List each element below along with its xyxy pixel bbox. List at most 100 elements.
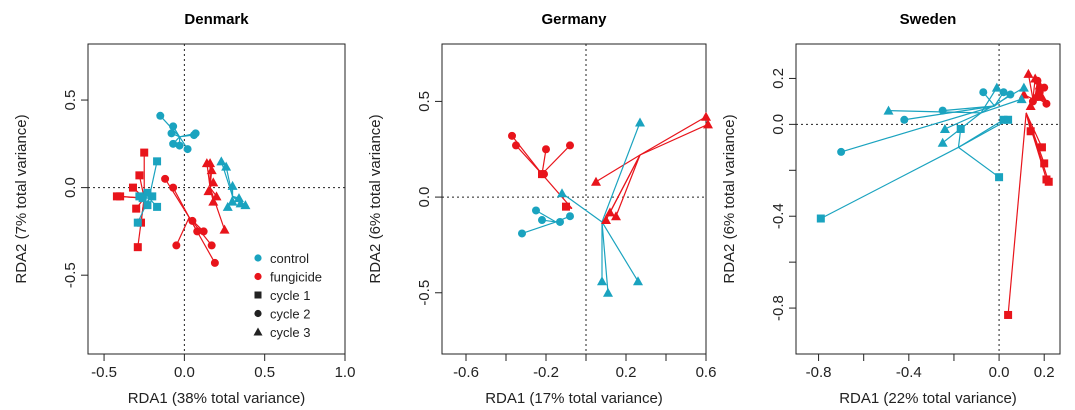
data-point-fungicide-circle [1033, 92, 1042, 101]
data-point-control-square [148, 192, 157, 201]
x-tick-label: -0.5 [91, 364, 117, 381]
spider-line [541, 149, 547, 175]
data-point-fungicide-triangle [701, 111, 711, 121]
data-point-fungicide-circle [508, 131, 516, 140]
data-point-control-square [133, 218, 142, 227]
data-point-control-square [956, 124, 965, 133]
data-point-control-square [153, 202, 162, 211]
data-point-control-circle [167, 129, 176, 138]
data-point-fungicide-square [133, 243, 142, 252]
data-point-control-triangle [1018, 82, 1029, 92]
data-point-fungicide-circle [1042, 99, 1051, 108]
data-point-fungicide-square [112, 192, 121, 201]
data-point-fungicide-triangle [205, 158, 216, 168]
data-point-fungicide-circle [161, 174, 170, 183]
data-point-control-triangle [221, 161, 232, 171]
data-point-control-triangle [991, 82, 1002, 92]
spider-line [601, 221, 609, 293]
spider-line [980, 98, 1022, 114]
x-tick-label: -0.8 [806, 364, 832, 381]
spider-line [639, 116, 707, 156]
spider-line [225, 166, 234, 197]
data-point-control-square [1004, 115, 1013, 124]
spider-line [1027, 73, 1034, 100]
data-point-fungicide-square [562, 202, 570, 211]
x-tick-label: 0.5 [254, 364, 275, 381]
y-tick-label: -0.4 [770, 203, 787, 229]
data-point-control-triangle [633, 276, 643, 286]
spider-line [1007, 112, 1027, 316]
data-point-fungicide-triangle [211, 191, 222, 201]
spider-lines [511, 116, 709, 293]
spider-line [958, 146, 1000, 178]
data-points [816, 68, 1053, 319]
data-point-fungicide-circle [1033, 76, 1042, 85]
y-axis-label: RDA2 (7% total variance) [13, 114, 30, 283]
data-point-fungicide-circle [193, 227, 202, 236]
y-tick-label: 0.2 [770, 68, 787, 89]
data-point-control-triangle [227, 180, 238, 190]
spider-line [601, 221, 639, 282]
data-point-fungicide-square [1037, 143, 1046, 152]
panel-germany: Germany -0.6 -0.2 0.2 0.6 -0.5 0.0 0.5 RDA1 (17%… [367, 11, 716, 407]
spider-line [595, 154, 641, 183]
data-point-control-circle [518, 229, 526, 238]
data-points [508, 111, 713, 297]
data-point-control-square [816, 214, 825, 223]
data-point-control-circle [156, 111, 165, 120]
data-point-fungicide-triangle [1025, 101, 1036, 110]
x-tick-label: -0.6 [453, 364, 479, 381]
data-point-control-circle [169, 122, 178, 131]
spider-line [541, 145, 571, 175]
chart-title: Germany [541, 11, 607, 28]
y-tick-label: 0.0 [416, 187, 433, 208]
y-tick-label: -0.8 [770, 295, 787, 321]
data-point-fungicide-circle [207, 241, 216, 250]
data-points [112, 111, 251, 267]
y-axis-label: RDA2 (6% total variance) [721, 114, 738, 283]
data-point-fungicide-square [1042, 175, 1051, 184]
chart-title: Denmark [184, 11, 249, 28]
y-tick-label: 0.0 [62, 177, 79, 198]
data-point-control-triangle [240, 200, 251, 210]
spider-line [605, 154, 641, 221]
data-point-fungicide-triangle [206, 165, 217, 175]
data-point-control-circle [1006, 90, 1015, 99]
spider-line [515, 145, 543, 175]
plot-frame [441, 43, 707, 355]
data-point-control-triangle [1016, 94, 1027, 104]
data-point-fungicide-circle [542, 145, 550, 154]
x-tick-label: -0.4 [896, 364, 922, 381]
data-point-control-circle [532, 206, 540, 215]
x-tick-label: 0.2 [1034, 364, 1055, 381]
data-point-fungicide-circle [169, 183, 178, 192]
data-point-control-square [995, 173, 1004, 182]
data-point-control-circle [556, 217, 564, 226]
panel-sweden: Sweden -0.8 -0.4 0.0 0.2 -0.8 -0.4 0.0 0.2 RDA1 (… [721, 11, 1061, 407]
data-point-fungicide-square [135, 171, 144, 180]
legend-control-swatch [254, 254, 262, 262]
x-axis-label: RDA1 (17% total variance) [485, 390, 663, 407]
legend-fungicide-label: fungicide [270, 270, 322, 285]
data-point-control-triangle [222, 201, 233, 211]
data-point-fungicide-circle [566, 141, 574, 150]
spider-line [820, 146, 959, 220]
y-tick-label: 0.5 [416, 91, 433, 112]
y-axis-label: RDA2 (6% total variance) [367, 114, 384, 283]
data-point-fungicide-triangle [1023, 68, 1034, 78]
data-point-control-triangle [603, 287, 613, 297]
data-point-control-circle [900, 115, 909, 124]
x-tick-label: 0.0 [989, 364, 1010, 381]
legend-control-label: control [270, 251, 309, 266]
y-tick-label: 0.5 [62, 90, 79, 111]
data-point-fungicide-square [128, 183, 137, 192]
data-point-control-triangle [939, 123, 950, 133]
legend-c3-label: cycle 3 [270, 325, 310, 340]
data-point-fungicide-square [132, 204, 141, 213]
spider-line [601, 122, 641, 223]
legend-square-icon [254, 291, 262, 299]
plot-frame [795, 43, 1061, 355]
spider-line [561, 192, 603, 223]
spider-line [958, 119, 1009, 148]
